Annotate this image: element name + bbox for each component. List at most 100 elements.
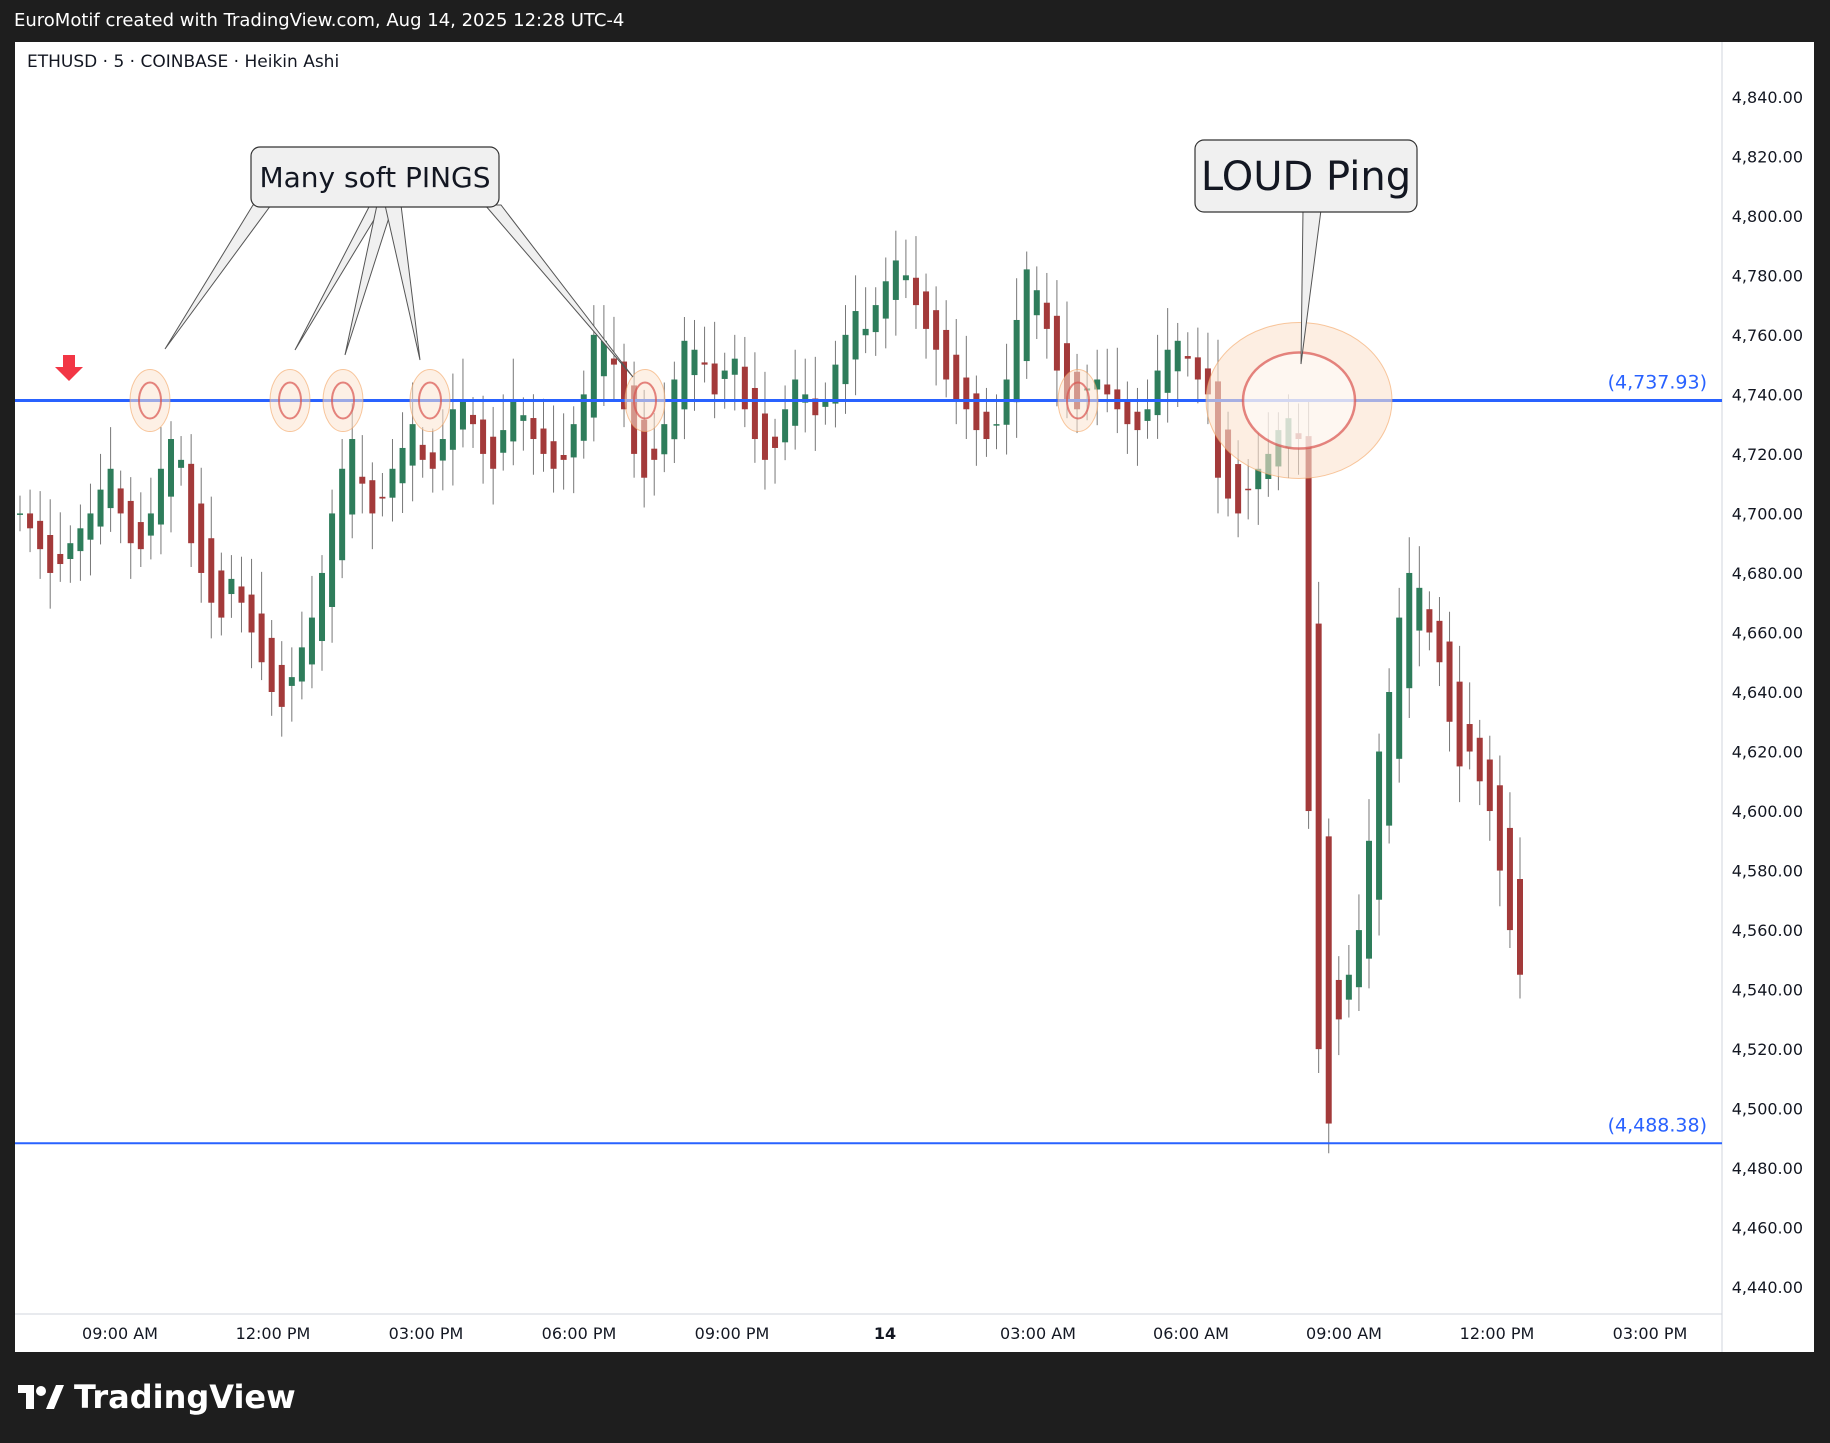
price-level-label: (4,488.38) (1608, 1114, 1707, 1136)
candle-body (701, 362, 708, 365)
candle-body (1013, 319, 1020, 403)
candle-body (77, 528, 84, 552)
candle-body (1134, 411, 1141, 431)
candle-body (832, 364, 839, 404)
y-tick-label: 4,620.00 (1732, 743, 1803, 762)
candle-body (802, 394, 809, 403)
price-axis: 4,840.00 4,820.00 4,800.00 4,780.00 4,760.00… (1732, 88, 1803, 1297)
candle-body (67, 543, 74, 560)
price-chart[interactable]: (4,737.93)(4,488.38) 4,840.004,820.004,8… (15, 42, 1814, 1352)
candle-body (1225, 429, 1232, 499)
soft-ping-ring (331, 381, 355, 420)
y-tick-label: 4,560.00 (1732, 921, 1803, 940)
candle-body (188, 463, 195, 544)
candle-body (1426, 609, 1433, 633)
chart-panel[interactable]: (4,737.93) (4,488.38) 4,840.00 4,820.00 4,8… (15, 42, 1814, 1352)
candle-body (339, 468, 346, 561)
y-tick-label: 4,820.00 (1732, 147, 1803, 166)
y-tick-label: 4,460.00 (1732, 1219, 1803, 1238)
x-tick-label: 03:00 AM (1000, 1324, 1076, 1343)
candle-body (480, 419, 487, 454)
x-tick-label: 12:00 PM (1460, 1324, 1535, 1343)
brand-name: TradingView (74, 1378, 296, 1416)
candle-body (1305, 436, 1312, 812)
candle-body (912, 277, 919, 306)
candle-body (47, 535, 54, 573)
tradingview-logo[interactable]: TradingView (18, 1378, 296, 1416)
candle-body (892, 260, 899, 300)
candle-body (641, 419, 648, 478)
candle-body (1315, 623, 1322, 1050)
candle-body (872, 305, 879, 333)
candle-body (500, 430, 507, 453)
soft-ping-marker (129, 369, 171, 433)
candle-body (369, 480, 376, 514)
candle-body (842, 334, 849, 385)
candle-body (691, 349, 698, 376)
candle-body (943, 329, 950, 380)
candle-body (1446, 641, 1453, 722)
x-tick-label: 03:00 PM (1613, 1324, 1688, 1343)
candle-body (379, 496, 386, 499)
candle-body (1184, 356, 1191, 359)
soft-ping-marker (409, 369, 451, 433)
candle-body (882, 281, 889, 319)
candle-body (741, 366, 748, 410)
candle-body (681, 340, 688, 410)
symbol-info[interactable]: ETHUSD · 5 · COINBASE · Heikin Ashi (27, 52, 340, 72)
x-tick-label: 06:00 AM (1153, 1324, 1229, 1343)
candle-body (308, 617, 315, 665)
candle-body (1486, 759, 1493, 812)
candle-body (288, 677, 295, 686)
candle-body (550, 441, 557, 469)
candle-body (1355, 930, 1362, 988)
candle-body (459, 400, 466, 430)
candle-body (298, 647, 305, 682)
y-tick-label: 4,840.00 (1732, 88, 1803, 107)
callout-loud-ping: LOUD Ping (1194, 139, 1418, 365)
candle-body (87, 513, 94, 540)
candle-body (1436, 620, 1443, 663)
soft-ping-marker (1057, 369, 1099, 433)
candle-body (1245, 488, 1252, 491)
candle-body (993, 424, 1000, 426)
candle-body (1023, 269, 1030, 362)
candle-body (470, 414, 477, 425)
ping-markers (129, 322, 1393, 480)
candle-body (278, 664, 285, 707)
y-tick-label: 4,780.00 (1732, 266, 1803, 285)
candle-body (520, 415, 527, 421)
candle-body (1365, 840, 1372, 959)
x-tick-label: 09:00 AM (82, 1324, 158, 1343)
candle-body (248, 594, 255, 633)
y-tick-label: 4,440.00 (1732, 1278, 1803, 1297)
candle-body (862, 328, 869, 336)
candle-body (107, 468, 114, 509)
candle-body (590, 334, 597, 418)
candle-body (540, 428, 547, 454)
candle-body (721, 370, 728, 379)
candle-body (1456, 681, 1463, 767)
candle-body (359, 476, 366, 484)
candle-body (852, 311, 859, 360)
y-tick-label: 4,540.00 (1732, 981, 1803, 1000)
y-tick-label: 4,760.00 (1732, 326, 1803, 345)
y-tick-label: 4,680.00 (1732, 564, 1803, 583)
candle-body (258, 613, 265, 663)
candle-body (1396, 617, 1403, 759)
candle-body (490, 436, 497, 469)
candle-body (510, 400, 517, 442)
candle-body (812, 398, 819, 416)
loud-ping-ring (1241, 351, 1357, 450)
candle-body (560, 455, 567, 460)
candle-body (409, 424, 416, 466)
x-tick-label: 14 (874, 1324, 896, 1343)
candle-body (973, 393, 980, 431)
y-tick-label: 4,520.00 (1732, 1040, 1803, 1059)
candle-body (198, 503, 205, 573)
candle-body (1204, 368, 1211, 395)
candle-body (147, 513, 154, 536)
candle-body (127, 500, 134, 544)
candle-body (933, 310, 940, 350)
tradingview-logo-icon (18, 1383, 64, 1411)
